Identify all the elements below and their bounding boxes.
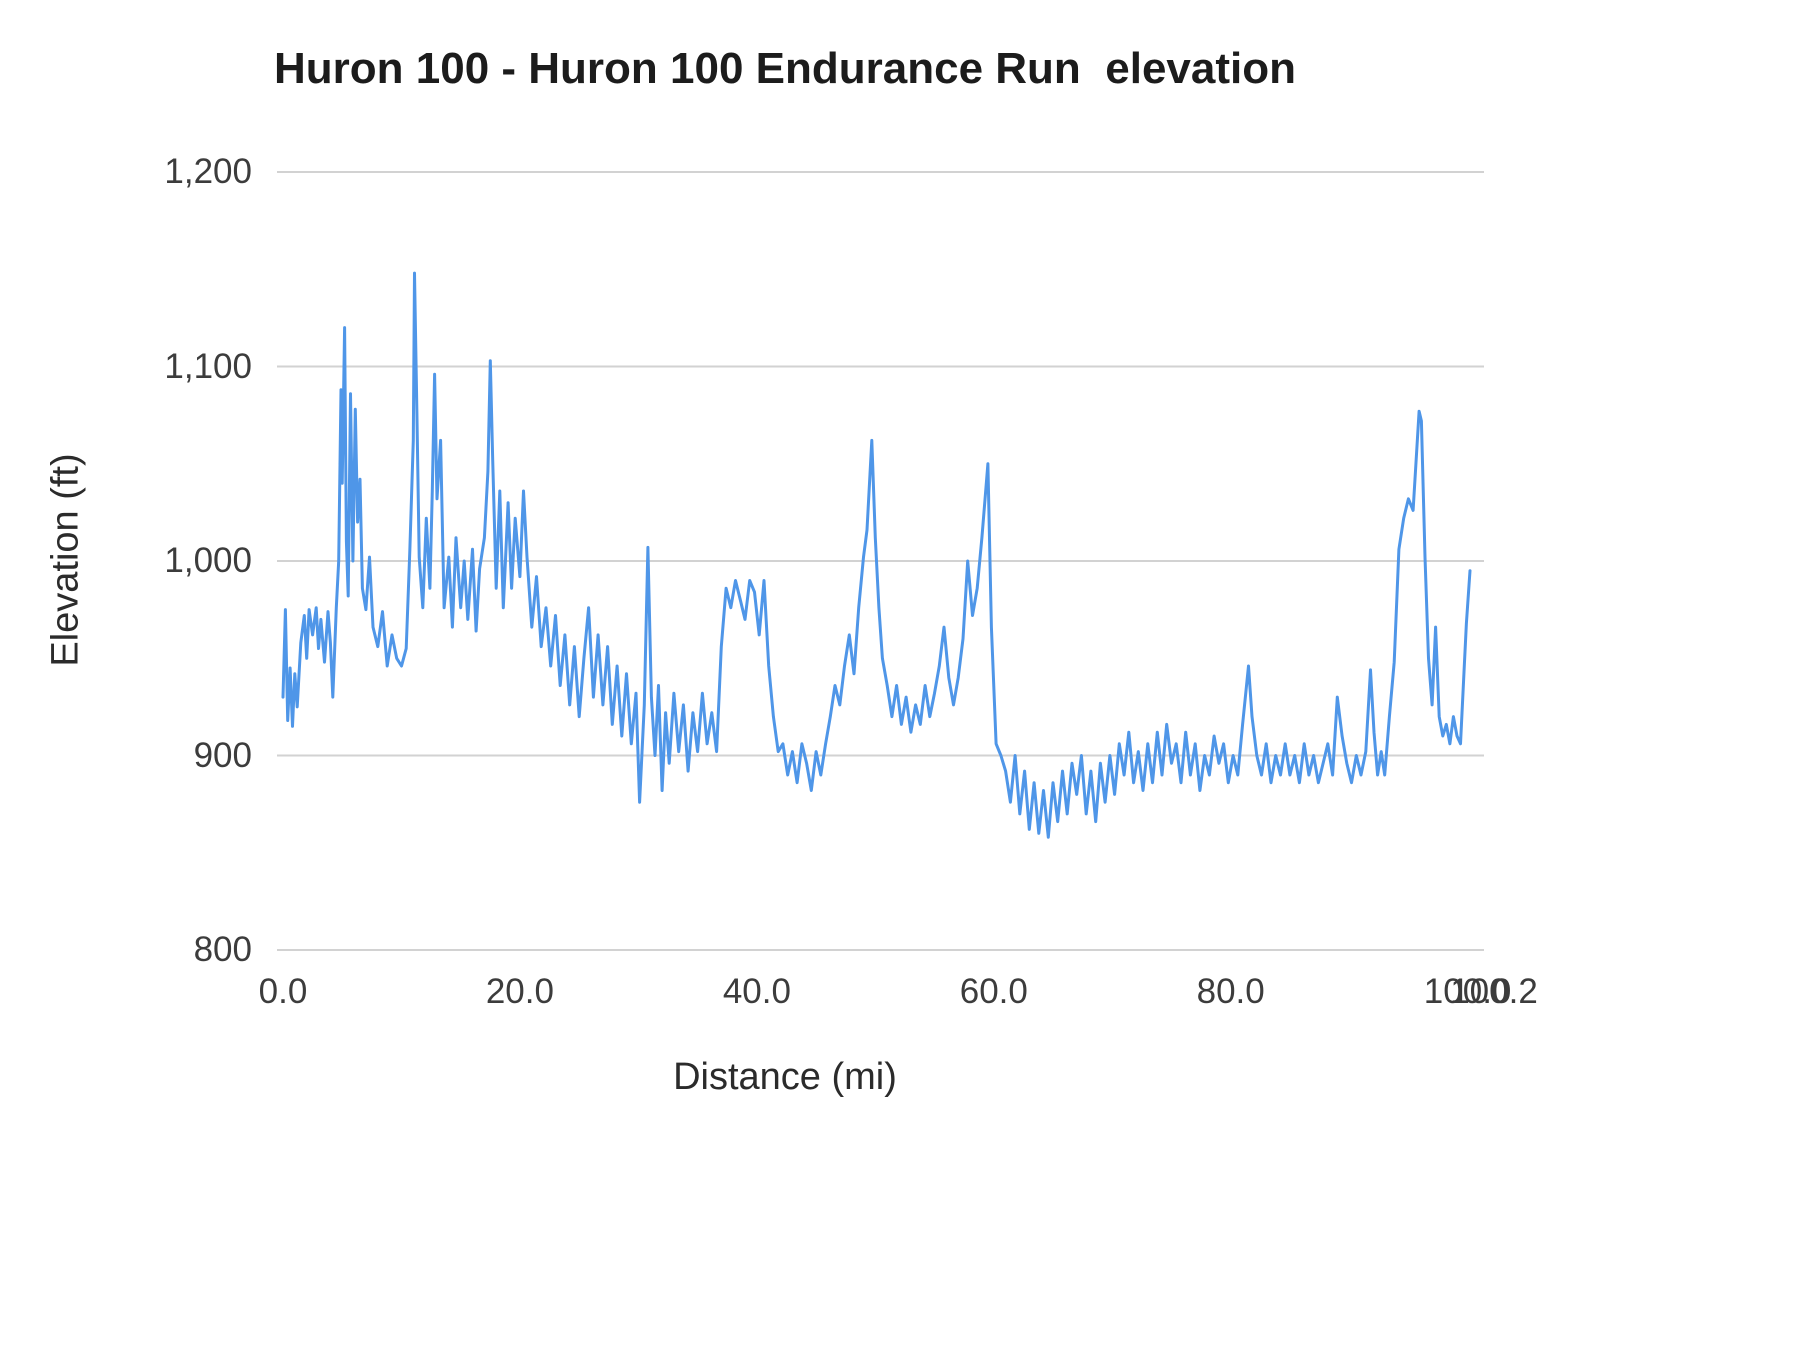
y-tick-label: 1,200 — [164, 152, 252, 191]
y-tick-label: 1,100 — [164, 346, 252, 386]
y-tick-label: 900 — [193, 735, 252, 775]
y-tick-label: 800 — [193, 930, 252, 969]
y-tick-label: 1,000 — [164, 541, 252, 580]
x-tick-label: 40.0 — [722, 972, 791, 1011]
x-tick-label: 0.0 — [258, 972, 308, 1011]
x-tick-label: 100.0 — [1423, 972, 1512, 1011]
x-tick-label: 60.0 — [959, 972, 1028, 1011]
x-tick-label-end: 100.2 — [1450, 972, 1538, 1011]
x-tick-label: 80.0 — [1196, 972, 1265, 1011]
elevation-line — [281, 271, 1472, 839]
x-axis-title: Distance (mi) — [673, 1056, 897, 1098]
chart-title: Huron 100 - Huron 100 Endurance Run elev… — [274, 44, 1296, 93]
x-tick-label: 20.0 — [485, 972, 554, 1011]
